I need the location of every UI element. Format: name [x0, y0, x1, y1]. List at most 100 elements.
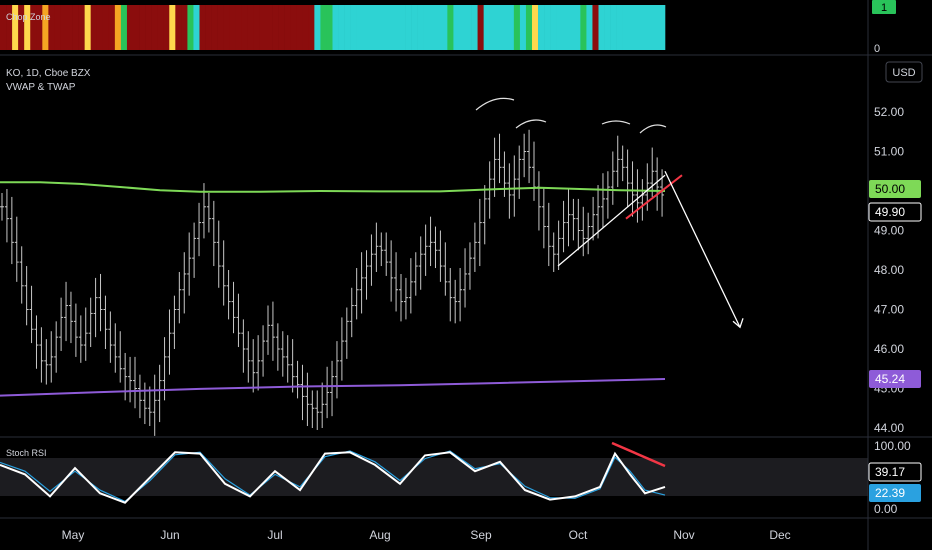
vwap-indicator-label: VWAP & TWAP	[6, 82, 76, 93]
chop-cell	[266, 5, 273, 50]
chop-cell	[362, 5, 370, 50]
rsi-d-tag: 22.39	[875, 486, 905, 500]
chop-cell	[646, 5, 654, 50]
chop-cell	[429, 5, 436, 50]
currency-button[interactable]	[885, 61, 923, 83]
rsi-k-tag: 39.17	[875, 465, 905, 479]
price-bar	[379, 232, 384, 267]
chop-cell	[477, 5, 484, 50]
chop-cell	[302, 5, 309, 50]
chop-cell	[235, 5, 243, 50]
chop-cell	[350, 5, 357, 50]
projection-arrow	[664, 170, 741, 328]
price-bar	[413, 252, 418, 296]
chop-cell	[120, 5, 128, 50]
price-bar	[408, 258, 413, 314]
rsi-divergence-line	[611, 441, 666, 468]
price-bar	[108, 311, 113, 363]
rsi-tick-label: 100.00	[874, 439, 911, 453]
currency-button-label: USD	[892, 67, 915, 79]
chop-value-text: 1	[881, 2, 887, 14]
chop-cell	[453, 5, 460, 50]
chop-cell	[0, 5, 7, 50]
month-tick-label: Jul	[267, 528, 282, 542]
chop-cell	[399, 5, 406, 50]
vwap-line	[0, 181, 666, 193]
chop-cell	[175, 5, 182, 50]
price-bar	[325, 366, 330, 419]
chop-cell	[30, 5, 37, 50]
stoch-rsi-d-line	[0, 450, 666, 503]
price-bar	[118, 331, 123, 383]
price-bar	[428, 216, 433, 267]
chop-cell	[628, 5, 636, 50]
price-bar	[571, 198, 576, 241]
chop-cell	[441, 5, 448, 50]
price-bar	[561, 200, 566, 253]
month-tick-label: May	[62, 528, 85, 542]
symbol-header: KO, 1D, Cboe BZX	[6, 68, 91, 79]
chop-cell	[199, 5, 206, 50]
chop-cell	[489, 5, 497, 50]
price-bar	[226, 270, 231, 320]
price-bar	[113, 323, 118, 373]
time-axis[interactable]: May Jun Jul Aug Sep Oct Nov Dec	[62, 528, 791, 542]
price-bar	[29, 285, 34, 344]
chop-cell	[96, 5, 104, 50]
twap-price-tag: 45.24	[875, 372, 905, 386]
price-bar	[477, 198, 482, 267]
price-bar	[522, 133, 527, 178]
chop-cell	[580, 5, 587, 50]
chop-cell	[102, 5, 110, 50]
month-tick-label: Sep	[470, 528, 492, 542]
chop-cell	[326, 5, 333, 50]
price-bar	[256, 335, 261, 391]
chop-cell	[223, 5, 231, 50]
chop-cell	[556, 5, 563, 50]
price-bar	[246, 331, 251, 383]
chop-cell	[507, 5, 515, 50]
chop-cell	[6, 5, 13, 50]
price-bar	[64, 281, 69, 342]
price-bar	[98, 273, 103, 332]
price-bar	[512, 155, 517, 217]
chop-cell	[574, 5, 581, 50]
price-bar	[93, 277, 98, 338]
price-bar	[147, 386, 152, 427]
price-bar	[137, 374, 142, 419]
top-arc	[601, 120, 631, 125]
price-bar	[4, 189, 9, 243]
chop-cell	[126, 5, 134, 50]
price-bar	[635, 169, 640, 223]
price-bar	[546, 202, 551, 267]
chart-annotations	[475, 97, 744, 329]
price-bar	[458, 268, 463, 322]
price-bar	[591, 196, 596, 241]
chop-cell	[374, 5, 382, 50]
price-tick-label: 48.00	[874, 263, 904, 277]
price-tick-label: 46.00	[874, 342, 904, 356]
chop-cell	[392, 5, 400, 50]
price-bar	[615, 135, 620, 188]
price-bar	[59, 297, 64, 351]
price-bar	[507, 163, 512, 219]
chop-cell	[519, 5, 527, 50]
chop-cell	[308, 5, 315, 50]
price-bar	[285, 335, 290, 383]
price-bar	[49, 331, 54, 383]
month-tick-label: Jun	[160, 528, 179, 542]
price-bar	[172, 295, 177, 349]
price-bar	[275, 323, 280, 371]
chop-axis-zero: 0	[874, 43, 880, 55]
price-bar	[527, 129, 532, 184]
chop-cell	[658, 5, 666, 50]
price-bar	[374, 222, 379, 272]
chop-cell	[78, 5, 85, 50]
price-bar	[399, 273, 403, 322]
price-bar	[438, 230, 443, 282]
price-bar	[497, 133, 502, 184]
chop-cell	[241, 5, 249, 50]
price-bar	[610, 151, 615, 205]
price-bar	[576, 198, 581, 251]
